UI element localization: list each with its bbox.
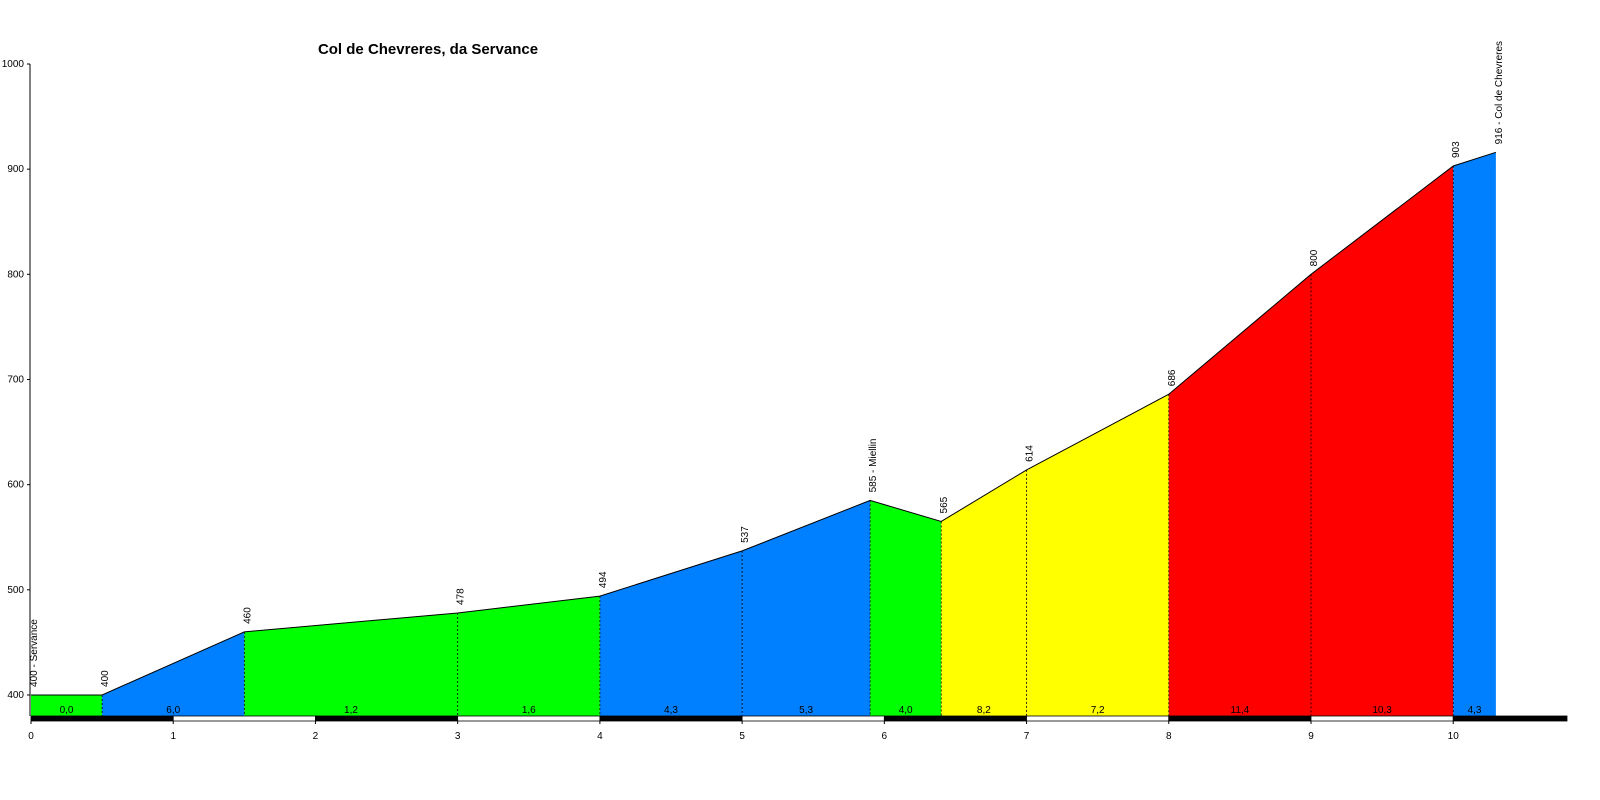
elevation-label: 614 — [1025, 445, 1036, 462]
km-bar — [1452, 715, 1568, 722]
grade-segment — [742, 500, 871, 716]
km-bar — [172, 715, 316, 722]
grade-segment — [244, 612, 458, 716]
grade-segment — [31, 694, 103, 716]
elevation-label: 494 — [598, 571, 609, 588]
elevation-label: 537 — [740, 526, 751, 543]
grade-segment — [870, 500, 942, 716]
elevation-label: 478 — [456, 588, 467, 605]
grade-segment — [1311, 166, 1454, 716]
elevation-label: 800 — [1309, 249, 1320, 266]
grade-label: 4,3 — [1468, 705, 1482, 716]
grade-label: 11,4 — [1231, 705, 1250, 716]
x-tick-label: 10 — [1448, 731, 1460, 742]
elevation-label: 916 - Col de Chevreres — [1494, 41, 1505, 144]
grade-label: 4,3 — [664, 705, 678, 716]
y-tick-label: 700 — [7, 374, 24, 385]
elevation-label: 565 — [939, 496, 950, 513]
y-tick-label: 600 — [7, 480, 24, 491]
x-tick-label: 0 — [28, 731, 34, 742]
grade-label: 0,0 — [60, 705, 74, 716]
elevation-label: 585 - Miellin — [868, 438, 879, 492]
elevation-label: 400 - Servance — [29, 619, 40, 687]
grade-segment — [1026, 394, 1169, 716]
elevation-label: 686 — [1167, 369, 1178, 386]
grade-segment — [1168, 274, 1311, 716]
y-tick-label: 900 — [7, 164, 24, 175]
km-bar — [599, 715, 743, 722]
x-tick-label: 9 — [1308, 731, 1314, 742]
grade-segment — [102, 631, 245, 716]
grade-segment — [941, 469, 1027, 716]
km-bar — [315, 715, 459, 722]
grade-segment — [1453, 152, 1496, 717]
x-tick-label: 6 — [882, 731, 888, 742]
x-tick-label: 8 — [1166, 731, 1172, 742]
grade-label: 5,3 — [799, 705, 813, 716]
x-tick-label: 1 — [170, 731, 176, 742]
grade-label: 10,3 — [1372, 705, 1392, 716]
y-tick-label: 1000 — [2, 59, 25, 70]
x-tick-label: 2 — [313, 731, 319, 742]
km-bar — [1168, 715, 1312, 722]
x-tick-label: 4 — [597, 731, 603, 742]
grade-label: 6,0 — [166, 705, 180, 716]
grade-label: 8,2 — [977, 705, 991, 716]
km-bar — [741, 715, 885, 722]
elevation-label: 903 — [1451, 141, 1462, 158]
grade-segment — [457, 596, 600, 716]
profile-line — [31, 151, 1497, 696]
km-bar — [1026, 715, 1170, 722]
elevation-label: 400 — [100, 670, 111, 687]
elevation-label: 460 — [242, 607, 253, 624]
x-tick-label: 7 — [1024, 731, 1030, 742]
y-tick-label: 500 — [7, 585, 24, 596]
km-bar — [883, 715, 1027, 722]
x-tick-label: 3 — [455, 731, 461, 742]
x-tick-label: 5 — [739, 731, 745, 742]
grade-label: 1,2 — [344, 705, 358, 716]
km-bar — [30, 715, 174, 722]
grade-label: 4,0 — [899, 705, 913, 716]
grade-segment — [599, 550, 743, 716]
km-bar — [1310, 715, 1454, 722]
grade-label: 1,6 — [522, 705, 536, 716]
chart-title: Col de Chevreres, da Servance — [318, 41, 538, 58]
y-tick-label: 800 — [7, 269, 24, 280]
km-bar — [457, 715, 601, 722]
grade-label: 7,2 — [1091, 705, 1105, 716]
y-tick-label: 400 — [7, 690, 24, 701]
